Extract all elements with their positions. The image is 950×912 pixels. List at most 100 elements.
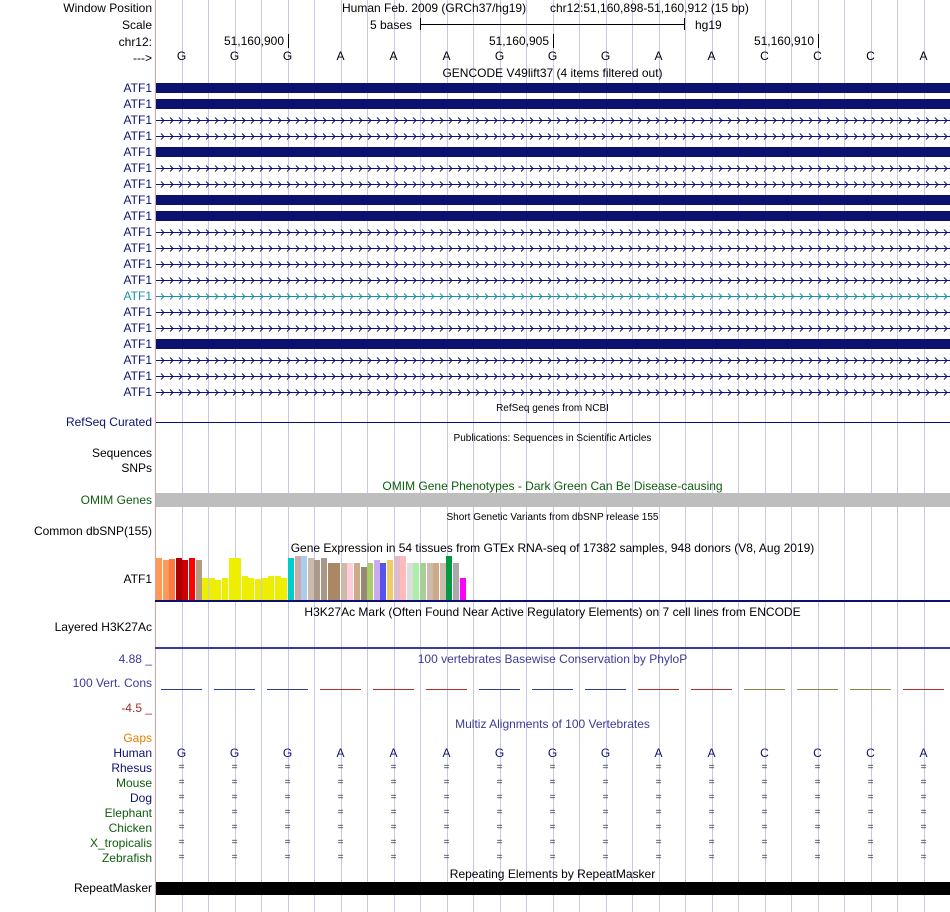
gtex-tissue-bar[interactable] — [261, 578, 268, 600]
gtex-tissue-bar[interactable] — [387, 560, 393, 600]
multiz-species-label[interactable]: Dog — [129, 791, 152, 805]
conservation-score-dash[interactable] — [744, 689, 785, 690]
gtex-tissue-bar[interactable] — [380, 563, 387, 600]
gtex-tissue-bar[interactable] — [208, 578, 215, 600]
gencode-intron-line[interactable] — [155, 274, 950, 286]
track-display-area[interactable]: Human Feb. 2009 (GRCh37/hg19) chr12:51,16… — [155, 0, 950, 912]
gtex-tissue-bar[interactable] — [413, 563, 420, 600]
gencode-exon-block[interactable] — [156, 339, 950, 349]
gencode-intron-line[interactable] — [155, 386, 950, 398]
gtex-tissue-bar[interactable] — [354, 563, 360, 600]
conservation-score-dash[interactable] — [267, 689, 308, 690]
gencode-intron-line[interactable] — [155, 114, 950, 126]
multiz-species-label[interactable]: X_tropicalis — [89, 836, 152, 850]
gtex-tissue-bar[interactable] — [241, 576, 248, 600]
gencode-intron-line[interactable] — [155, 130, 950, 142]
gencode-intron-line[interactable] — [155, 258, 950, 270]
gencode-gene-label[interactable]: ATF1 — [123, 369, 152, 383]
gtex-tissue-bar[interactable] — [288, 558, 294, 600]
gencode-gene-label[interactable]: ATF1 — [123, 161, 152, 175]
conservation-score-dash[interactable] — [691, 689, 732, 690]
gtex-tissue-bar[interactable] — [294, 556, 301, 600]
gtex-tissue-bar[interactable] — [222, 578, 228, 600]
gencode-exon-block[interactable] — [156, 211, 950, 221]
gencode-gene-label[interactable]: ATF1 — [123, 257, 152, 271]
multiz-species-label[interactable]: Zebrafish — [101, 851, 152, 865]
gtex-tissue-bar[interactable] — [420, 563, 426, 600]
conservation-score-dash[interactable] — [638, 689, 679, 690]
gencode-gene-label[interactable]: ATF1 — [123, 385, 152, 399]
gtex-tissue-bar[interactable] — [426, 563, 433, 600]
gencode-gene-label[interactable]: ATF1 — [123, 81, 152, 95]
conservation-score-dash[interactable] — [903, 689, 944, 690]
gencode-exon-block[interactable] — [156, 195, 950, 205]
gtex-tissue-bar[interactable] — [459, 578, 466, 600]
gencode-exon-block[interactable] — [156, 83, 950, 93]
gtex-tissue-bar[interactable] — [400, 556, 407, 600]
h3k27ac-label[interactable]: Layered H3K27Ac — [54, 620, 152, 634]
refseq-gene-line[interactable] — [156, 422, 950, 423]
gtex-tissue-bar[interactable] — [453, 563, 459, 600]
gtex-tissue-bar[interactable] — [274, 576, 281, 600]
gtex-tissue-bar[interactable] — [347, 563, 354, 600]
gencode-gene-label[interactable]: ATF1 — [123, 113, 152, 127]
gencode-gene-label[interactable]: ATF1 — [123, 145, 152, 159]
conservation-score-dash[interactable] — [320, 689, 361, 690]
publications-snps-label[interactable]: SNPs — [121, 461, 152, 475]
gencode-exon-block[interactable] — [156, 147, 950, 157]
gtex-tissue-bar[interactable] — [393, 556, 400, 600]
gtex-tissue-bar[interactable] — [340, 563, 347, 600]
gtex-tissue-bar[interactable] — [373, 560, 380, 600]
gencode-gene-label[interactable]: ATF1 — [123, 289, 152, 303]
gtex-tissue-bar[interactable] — [169, 559, 176, 600]
gtex-tissue-bar[interactable] — [327, 563, 334, 600]
refseq-label[interactable]: RefSeq Curated — [65, 415, 152, 429]
conservation-score-dash[interactable] — [161, 689, 202, 690]
gencode-gene-label[interactable]: ATF1 — [123, 177, 152, 191]
gtex-tissue-bar[interactable] — [235, 558, 242, 600]
gencode-gene-label[interactable]: ATF1 — [123, 209, 152, 223]
conservation-score-dash[interactable] — [214, 689, 255, 690]
multiz-species-label[interactable]: Human — [113, 746, 152, 760]
gtex-tissue-bar[interactable] — [281, 578, 288, 600]
gtex-tissue-bar[interactable] — [446, 556, 453, 600]
gencode-gene-label[interactable]: ATF1 — [123, 241, 152, 255]
dbsnp-label[interactable]: Common dbSNP(155) — [33, 524, 152, 538]
gtex-tissue-bar[interactable] — [268, 576, 275, 600]
gencode-intron-line[interactable] — [155, 162, 950, 174]
gencode-intron-line[interactable] — [155, 370, 950, 382]
multiz-species-label[interactable]: Rhesus — [111, 761, 152, 775]
gencode-gene-label[interactable]: ATF1 — [123, 225, 152, 239]
gtex-tissue-bar[interactable] — [439, 563, 446, 600]
conservation-score-dash[interactable] — [426, 689, 467, 690]
gtex-tissue-bar[interactable] — [162, 560, 169, 600]
conservation-score-dash[interactable] — [479, 689, 520, 690]
gencode-gene-label[interactable]: ATF1 — [123, 353, 152, 367]
gtex-tissue-bar[interactable] — [182, 560, 189, 600]
gtex-tissue-bar[interactable] — [334, 563, 341, 600]
repeatmasker-label[interactable]: RepeatMasker — [73, 881, 152, 895]
conservation-label[interactable]: 100 Vert. Cons — [72, 676, 152, 690]
gtex-tissue-bar[interactable] — [433, 563, 440, 600]
gtex-tissue-bar[interactable] — [175, 558, 182, 600]
multiz-species-label[interactable]: Mouse — [115, 776, 152, 790]
gencode-gene-label[interactable]: ATF1 — [123, 321, 152, 335]
gtex-tissue-bar[interactable] — [248, 578, 255, 600]
gencode-intron-line[interactable] — [155, 322, 950, 334]
conservation-score-dash[interactable] — [797, 689, 838, 690]
gtex-tissue-bar[interactable] — [228, 558, 235, 600]
gencode-intron-line[interactable] — [155, 178, 950, 190]
gtex-tissue-bar[interactable] — [301, 556, 308, 600]
gencode-intron-line[interactable] — [155, 354, 950, 366]
gencode-intron-line[interactable] — [155, 242, 950, 254]
gtex-tissue-bar[interactable] — [215, 580, 222, 600]
gtex-tissue-bar[interactable] — [156, 558, 162, 600]
gtex-tissue-bar[interactable] — [202, 578, 209, 600]
gencode-gene-label[interactable]: ATF1 — [123, 337, 152, 351]
gtex-tissue-bar[interactable] — [321, 558, 327, 600]
gtex-tissue-bar[interactable] — [314, 560, 321, 600]
gtex-tissue-bar[interactable] — [360, 567, 367, 600]
gtex-tissue-bar[interactable] — [195, 560, 202, 600]
omim-gene-bar[interactable] — [156, 493, 950, 507]
gencode-gene-label[interactable]: ATF1 — [123, 129, 152, 143]
